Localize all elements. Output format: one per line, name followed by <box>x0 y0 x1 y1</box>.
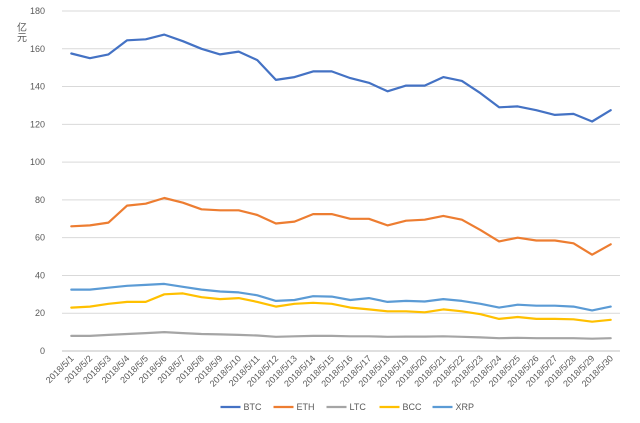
gridlines <box>62 10 620 352</box>
legend-item-eth: ETH <box>273 402 315 412</box>
series-line-bcc <box>70 292 612 323</box>
series-line-btc <box>70 33 612 123</box>
legend: BTC ETH LTC BCC XRP <box>220 402 475 412</box>
series-lines <box>70 33 612 340</box>
y-tick-label: 160 <box>30 44 45 54</box>
y-tick-label: 80 <box>35 195 45 205</box>
legend-item-ltc: LTC <box>326 402 367 412</box>
y-tick-label: 20 <box>35 308 45 318</box>
legend-item-xrp: XRP <box>432 402 475 412</box>
legend-label: LTC <box>350 402 367 412</box>
legend-item-btc: BTC <box>220 402 263 412</box>
legend-label: BCC <box>403 402 423 412</box>
series-line-xrp <box>70 282 612 312</box>
y-tick-label: 0 <box>40 346 45 356</box>
y-axis-label: 亿元 <box>15 21 27 42</box>
y-axis-ticks: 0 20 40 60 80 100 120 140 160 180 <box>30 6 45 356</box>
legend-label: ETH <box>297 402 315 412</box>
y-tick-label: 100 <box>30 157 45 167</box>
y-tick-label: 180 <box>30 6 45 16</box>
series-line-eth <box>70 196 612 256</box>
legend-label: XRP <box>456 402 475 412</box>
legend-label: BTC <box>244 402 263 412</box>
x-axis-ticks: 2018/5/12018/5/22018/5/32018/5/42018/5/5… <box>44 353 615 388</box>
y-tick-label: 60 <box>35 233 45 243</box>
y-tick-label: 40 <box>35 270 45 280</box>
y-tick-label: 140 <box>30 82 45 92</box>
series-line-ltc <box>70 331 612 340</box>
legend-item-bcc: BCC <box>379 402 423 412</box>
y-tick-label: 120 <box>30 119 45 129</box>
